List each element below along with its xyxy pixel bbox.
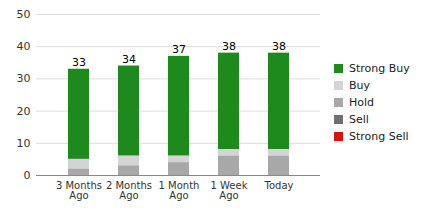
svg-text:2 MonthsAgo: 2 MonthsAgo [106,180,152,201]
html-text:Strong Sell: Strong Sell [349,130,409,143]
svg-text:Today: Today [264,180,294,191]
svg-text:0: 0 [24,169,31,182]
svg-text:1 MonthAgo: 1 MonthAgo [159,180,200,201]
svg-text:38: 38 [272,40,286,53]
svg-text:37: 37 [172,43,186,56]
html-text:Buy: Buy [349,79,370,92]
svg-text:50: 50 [17,8,31,21]
svg-text:1 WeekAgo: 1 WeekAgo [211,180,248,201]
svg-text:38: 38 [222,40,236,53]
svg-text:30: 30 [17,72,31,85]
html-text:Hold: Hold [349,96,374,109]
svg-text:33: 33 [72,56,86,69]
html-text:Strong Buy: Strong Buy [349,62,410,75]
html-text:Sell: Sell [349,113,369,126]
svg-text:34: 34 [122,53,136,66]
svg-text:40: 40 [17,40,31,53]
svg-text:10: 10 [17,137,31,150]
svg-text:3 MonthsAgo: 3 MonthsAgo [56,180,102,201]
svg-text:20: 20 [17,105,31,118]
